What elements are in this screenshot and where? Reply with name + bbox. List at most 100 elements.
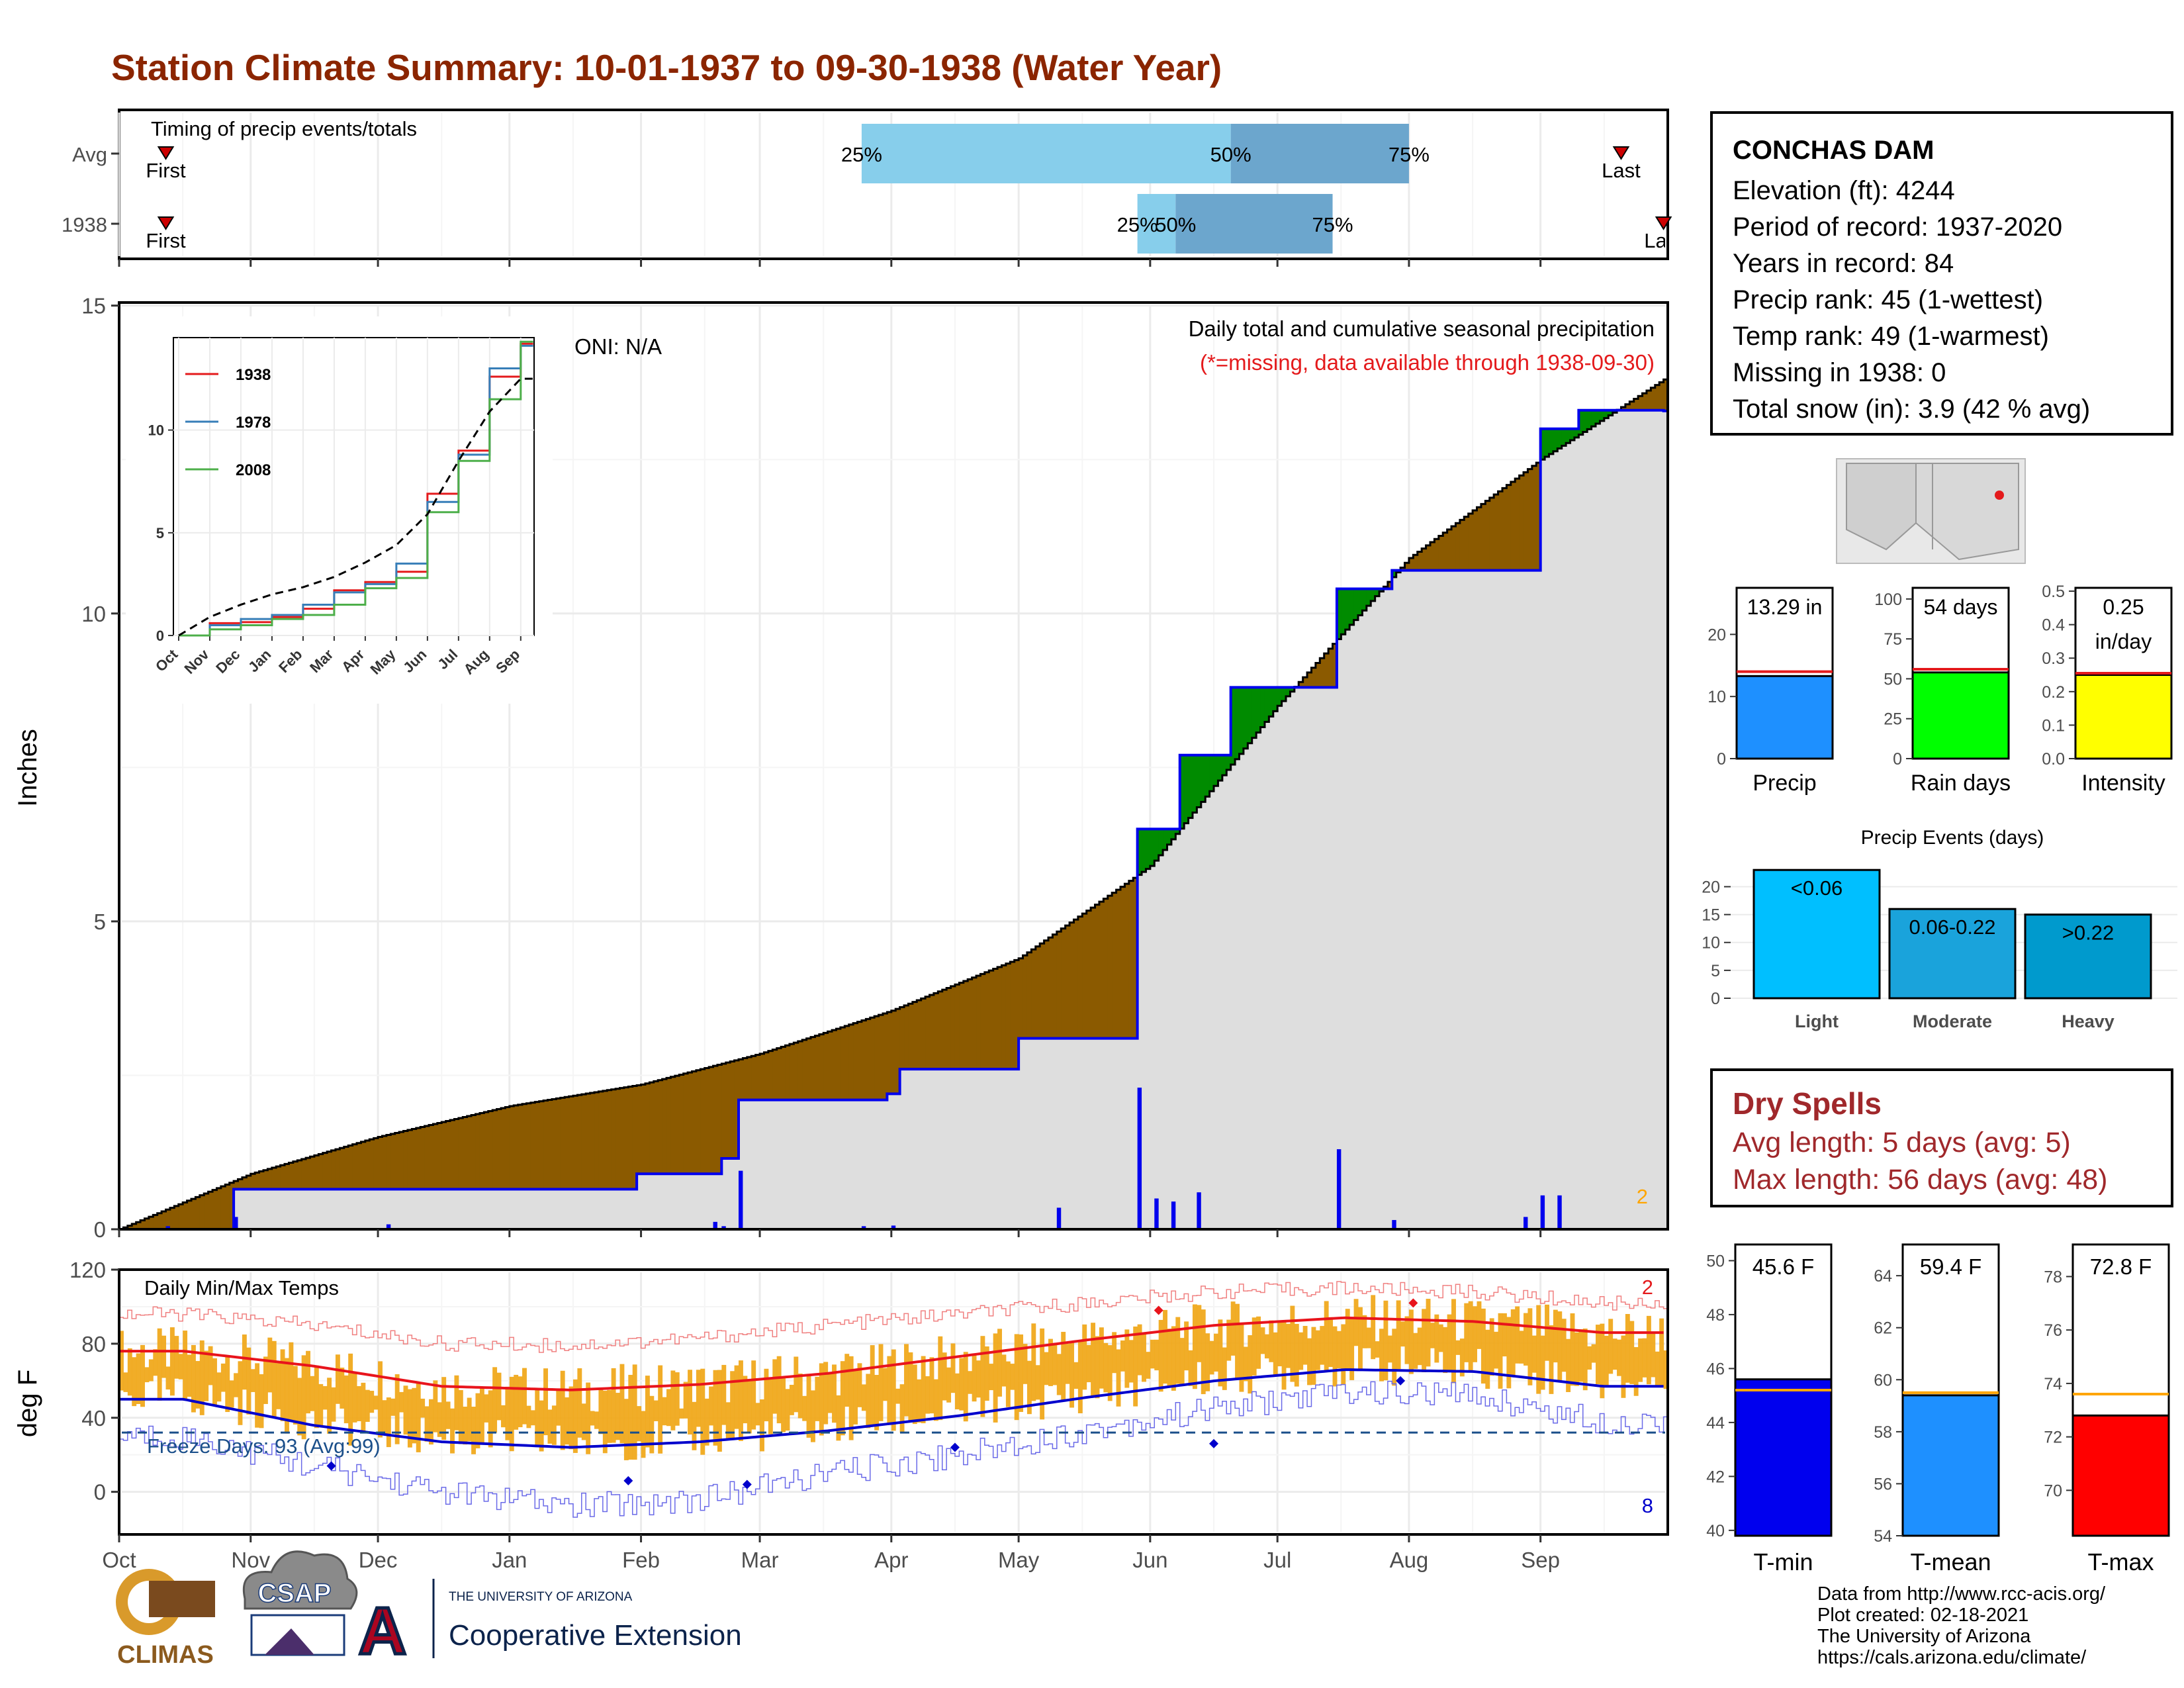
csap-logo-text: CSAP <box>257 1579 331 1608</box>
precip-surplus-area <box>1345 588 1350 630</box>
precip-deficit-area <box>590 1092 595 1190</box>
precip-deficit-area <box>539 1101 544 1190</box>
precip-deficit-area <box>1663 379 1668 411</box>
daily-temp-bar <box>1404 1316 1410 1364</box>
cumulative-precip-line <box>119 408 1668 1231</box>
record-low-marker <box>950 1442 960 1452</box>
precip-deficit-area <box>968 979 973 1070</box>
precip-surplus-area <box>1248 687 1253 743</box>
precip-deficit-area <box>632 1086 637 1190</box>
daily-temp-bar <box>1536 1305 1541 1394</box>
mini-bar-tick-label: 0 <box>1717 750 1726 769</box>
credit-plot-created: Plot created: 02-18-2021 <box>1817 1605 2029 1626</box>
daily-temp-bar <box>1540 1335 1545 1390</box>
precip-surplus-area <box>1269 687 1274 717</box>
precip-deficit-area <box>950 986 956 1070</box>
daily-temp-bar <box>1214 1333 1218 1372</box>
precip-deficit-area <box>509 1105 514 1190</box>
oni-label: ONI: N/A <box>574 334 662 359</box>
daily-temp-bar <box>496 1372 502 1421</box>
daily-temp-bar <box>1222 1347 1227 1390</box>
daily-temp-bar <box>1001 1354 1007 1387</box>
mini-bar-tick-label: 10 <box>1707 688 1726 706</box>
daily-precip-bar <box>1137 1088 1142 1229</box>
precip-deficit-area <box>899 1007 905 1070</box>
precip-deficit-area <box>776 1048 782 1100</box>
inset-legend-label: 2008 <box>236 461 271 479</box>
precip-deficit-area <box>1498 491 1503 571</box>
precip-deficit-area <box>840 1027 845 1100</box>
daily-temp-bar <box>1251 1317 1257 1376</box>
precip-deficit-area <box>1298 682 1304 688</box>
y-tick-label: 5 <box>94 910 106 934</box>
precip-surplus-area <box>1184 755 1189 823</box>
temp-bar-tick-label: 48 <box>1706 1306 1725 1325</box>
temp-y-label: deg F <box>13 1370 42 1437</box>
precip-deficit-area <box>212 1190 218 1229</box>
precip-deficit-area <box>1621 406 1626 410</box>
daily-temp-bar <box>560 1370 565 1450</box>
precip-deficit-area <box>348 1145 353 1190</box>
precip-deficit-area <box>1311 667 1316 688</box>
daily-temp-bar <box>1396 1300 1401 1370</box>
daily-precip-bar <box>1197 1192 1201 1229</box>
daily-temp-bar <box>997 1329 1002 1397</box>
precip-deficit-area <box>1010 961 1015 1070</box>
precip-deficit-area <box>1077 916 1083 1039</box>
daily-precip-bar <box>1056 1207 1062 1229</box>
precip-surplus-area <box>1154 829 1160 861</box>
precip-surplus-area <box>1596 410 1601 424</box>
precip-surplus-area <box>1566 428 1571 444</box>
temp-bar-value-label: 59.4 F <box>1920 1254 1982 1279</box>
mini-bar-tick-label: 100 <box>1874 590 1902 609</box>
precip-deficit-area <box>1324 653 1329 688</box>
daily-temp-bar <box>1052 1344 1058 1385</box>
daily-temp-bar <box>212 1358 217 1406</box>
precip-deficit-area <box>1048 937 1054 1039</box>
precip-surplus-area <box>1608 410 1614 416</box>
daily-temp-bar <box>1239 1324 1244 1392</box>
precip-deficit-area <box>322 1152 328 1190</box>
daily-temp-bar <box>310 1376 315 1411</box>
precip-deficit-area <box>250 1174 255 1190</box>
daily-temp-bar <box>853 1370 858 1425</box>
daily-temp-bar <box>976 1360 981 1398</box>
precip-deficit-area <box>1069 922 1075 1039</box>
daily-temp-bar <box>725 1402 731 1439</box>
daily-temp-bar <box>658 1365 663 1454</box>
precip-surplus-area <box>1362 588 1367 611</box>
precip-deficit-area <box>178 1204 183 1229</box>
daily-temp-bar <box>848 1356 854 1440</box>
precip-deficit-area <box>1031 949 1036 1039</box>
daily-precip-bar <box>1540 1195 1545 1229</box>
precip-deficit-area <box>263 1170 268 1190</box>
daily-temp-bar <box>1413 1333 1418 1369</box>
precip-surplus-area <box>1230 687 1236 765</box>
events-y-tick-label: 20 <box>1702 878 1720 896</box>
precip-deficit-area <box>1086 910 1091 1039</box>
daily-temp-bar <box>539 1400 544 1452</box>
precip-deficit-area <box>412 1129 417 1190</box>
daily-temp-bar <box>1345 1309 1350 1370</box>
precip-surplus-area <box>1260 687 1265 727</box>
record-low-marker <box>1209 1438 1219 1448</box>
daily-temp-bar <box>1341 1324 1346 1385</box>
precip-deficit-area <box>602 1090 608 1190</box>
y-tick-label: 15 <box>81 294 106 318</box>
daily-temp-bar <box>938 1336 943 1421</box>
temp-plot <box>119 1281 1668 1518</box>
daily-temp-bar <box>373 1395 379 1410</box>
precip-surplus-area <box>1192 755 1197 813</box>
precip-deficit-area <box>938 991 943 1070</box>
daily-temp-bar <box>959 1358 964 1411</box>
daily-temp-bar <box>1531 1335 1537 1373</box>
precip-deficit-area <box>505 1107 510 1190</box>
daily-temp-bar <box>963 1352 968 1422</box>
temp-bar-tick-label: 60 <box>1874 1371 1892 1389</box>
precip-deficit-area <box>925 996 931 1070</box>
precip-deficit-area <box>692 1071 697 1174</box>
daily-temp-bar <box>662 1397 667 1426</box>
precip-deficit-area <box>734 1060 739 1159</box>
daily-temp-bar <box>1324 1301 1329 1372</box>
